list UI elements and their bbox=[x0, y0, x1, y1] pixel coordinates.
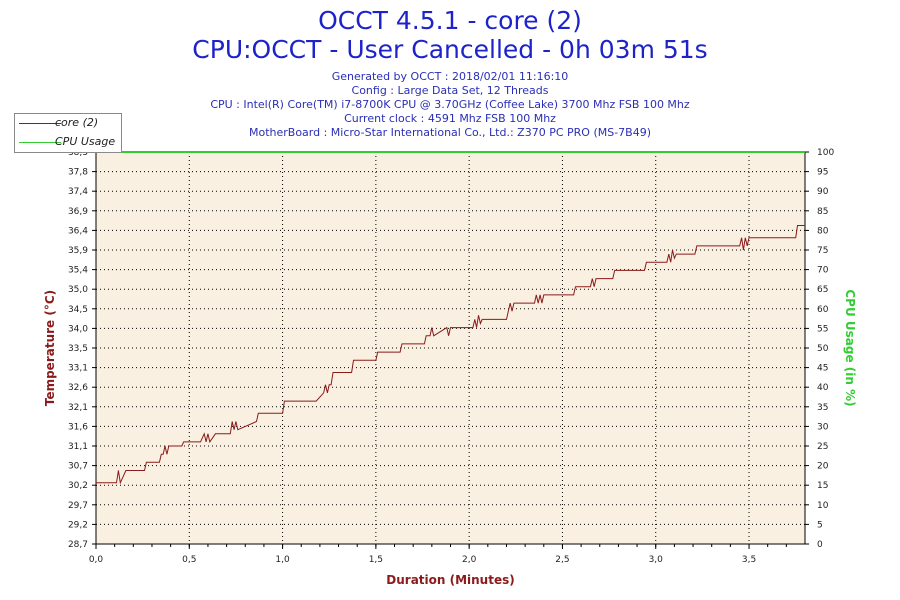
y2-tick-label: 65 bbox=[817, 285, 828, 295]
y-axis-title: Temperature (°C) bbox=[43, 290, 57, 406]
y-tick-label: 33,5 bbox=[68, 344, 88, 354]
legend-label-core: core (2) bbox=[55, 116, 99, 129]
y2-tick-label: 60 bbox=[817, 305, 829, 315]
y-tick-label: 30,7 bbox=[68, 462, 88, 472]
y-tick-label: 28,7 bbox=[68, 540, 88, 550]
y2-axis-title: CPU Usage (in %) bbox=[843, 289, 857, 406]
y-tick-label: 35,9 bbox=[68, 246, 88, 256]
legend-item-core: core (2) bbox=[15, 114, 121, 132]
info-config: Config : Large Data Set, 12 Threads bbox=[351, 84, 549, 97]
y2-tick-label: 50 bbox=[817, 344, 829, 354]
y-tick-label: 35,0 bbox=[68, 285, 88, 295]
x-tick-label: 0,0 bbox=[89, 555, 104, 565]
y-tick-label: 38,3 bbox=[68, 148, 88, 158]
y-tick-label: 30,2 bbox=[68, 481, 88, 491]
y2-tick-label: 5 bbox=[817, 520, 823, 530]
y-tick-label: 36,4 bbox=[68, 226, 88, 236]
y2-tick-label: 25 bbox=[817, 442, 828, 452]
series-line-core-2 bbox=[96, 225, 805, 485]
y2-tick-label: 30 bbox=[817, 422, 829, 432]
legend-swatch-cpu-usage bbox=[19, 142, 61, 143]
y2-tick-label: 40 bbox=[817, 383, 829, 393]
x-tick-label: 1,0 bbox=[275, 555, 290, 565]
legend: core (2) CPU Usage bbox=[14, 113, 122, 153]
y-tick-label: 36,9 bbox=[68, 207, 88, 217]
plot-area bbox=[96, 152, 805, 544]
y2-tick-label: 20 bbox=[817, 462, 829, 472]
y2-tick-label: 45 bbox=[817, 364, 828, 374]
y2-tick-label: 70 bbox=[817, 266, 829, 276]
y-tick-label: 34,0 bbox=[68, 324, 88, 334]
x-tick-label: 2,5 bbox=[555, 555, 569, 565]
x-tick-label: 2,0 bbox=[462, 555, 477, 565]
info-clock: Current clock : 4591 Mhz FSB 100 Mhz bbox=[344, 112, 556, 125]
y2-tick-label: 55 bbox=[817, 324, 828, 334]
y2-tick-label: 0 bbox=[817, 540, 823, 550]
y-tick-label: 37,8 bbox=[68, 168, 88, 178]
y2-tick-label: 85 bbox=[817, 207, 828, 217]
y2-tick-label: 35 bbox=[817, 403, 828, 413]
x-tick-label: 3,5 bbox=[742, 555, 756, 565]
y-tick-label: 29,7 bbox=[68, 501, 88, 511]
x-axis-title: Duration (Minutes) bbox=[386, 573, 514, 587]
x-tick-label: 0,5 bbox=[182, 555, 196, 565]
y-tick-label: 37,4 bbox=[68, 187, 88, 197]
y-tick-label: 33,1 bbox=[68, 364, 88, 374]
y2-tick-label: 10 bbox=[817, 501, 829, 511]
legend-swatch-core bbox=[19, 123, 61, 124]
x-tick-label: 1,5 bbox=[369, 555, 383, 565]
y2-tick-label: 100 bbox=[817, 148, 834, 158]
y2-tick-label: 75 bbox=[817, 246, 828, 256]
legend-label-cpu-usage: CPU Usage bbox=[55, 135, 116, 148]
y-tick-label: 32,1 bbox=[68, 403, 88, 413]
y2-tick-label: 95 bbox=[817, 168, 828, 178]
info-cpu: CPU : Intel(R) Core(TM) i7-8700K CPU @ 3… bbox=[210, 98, 690, 111]
y-tick-label: 35,4 bbox=[68, 266, 88, 276]
y-tick-label: 32,6 bbox=[68, 383, 88, 393]
y-tick-label: 31,6 bbox=[68, 422, 88, 432]
y-tick-label: 29,2 bbox=[68, 520, 88, 530]
y2-tick-label: 80 bbox=[817, 226, 829, 236]
y-tick-label: 31,1 bbox=[68, 442, 88, 452]
legend-item-cpu-usage: CPU Usage bbox=[15, 133, 121, 151]
chart-subtitle: CPU:OCCT - User Cancelled - 0h 03m 51s bbox=[192, 35, 708, 64]
y2-tick-label: 90 bbox=[817, 187, 829, 197]
chart-title: OCCT 4.5.1 - core (2) bbox=[318, 6, 582, 35]
y2-tick-label: 15 bbox=[817, 481, 828, 491]
x-tick-label: 3,0 bbox=[649, 555, 664, 565]
info-motherboard: MotherBoard : Micro-Star International C… bbox=[248, 126, 652, 139]
y-tick-label: 34,5 bbox=[68, 305, 88, 315]
info-generated: Generated by OCCT : 2018/02/01 11:16:10 bbox=[331, 70, 569, 83]
